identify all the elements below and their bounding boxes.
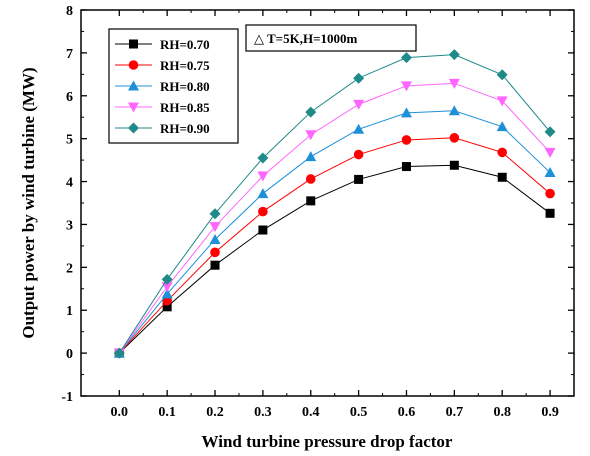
y-axis-ticks: -1 0 1 2 3 4 5 6 7 8 <box>61 4 574 405</box>
annotation-box <box>245 24 417 52</box>
data-point <box>161 273 173 285</box>
data-point <box>400 81 412 92</box>
legend-item: RH=0.85 <box>115 100 210 115</box>
data-point <box>448 105 460 116</box>
data-point <box>305 130 317 141</box>
x-axis-title: Wind turbine pressure drop factor <box>202 432 453 451</box>
legend-label: RH=0.80 <box>160 79 210 94</box>
data-point <box>257 171 269 182</box>
series-line <box>118 54 551 354</box>
series-RH=0.70 <box>114 160 555 358</box>
data-point <box>210 247 220 258</box>
data-point <box>161 288 173 299</box>
data-point <box>354 174 364 184</box>
x-tick-label: 0.0 <box>111 405 129 420</box>
data-point <box>305 151 317 162</box>
y-tick-label: 2 <box>66 261 73 276</box>
legend-marker <box>128 60 139 70</box>
y-tick-label: 0 <box>66 347 73 362</box>
legend: RH=0.70 RH=0.75 RH=0.80 RH=0.85 RH=0.90 <box>108 28 239 144</box>
data-point <box>544 126 556 138</box>
data-point <box>448 78 460 89</box>
series-line <box>118 82 551 354</box>
data-point <box>449 160 459 170</box>
data-point <box>544 147 556 158</box>
data-point <box>257 152 269 164</box>
legend-label: RH=0.85 <box>160 100 210 115</box>
data-point <box>400 52 412 64</box>
legend-item: RH=0.90 <box>115 121 210 136</box>
x-tick-label: 0.5 <box>350 405 368 420</box>
x-tick-label: 0.3 <box>254 405 272 420</box>
legend-item: RH=0.80 <box>115 79 210 94</box>
data-point <box>497 172 507 182</box>
series-line <box>118 110 551 354</box>
data-point <box>113 347 125 359</box>
x-tick-label: 0.1 <box>158 405 176 420</box>
data-point <box>449 133 460 143</box>
data-point <box>353 123 365 134</box>
data-point <box>305 106 317 118</box>
data-point <box>401 135 412 145</box>
legend-label: RH=0.90 <box>160 121 210 136</box>
data-point <box>210 260 220 270</box>
x-tick-label: 0.6 <box>398 405 416 420</box>
data-point <box>162 302 172 312</box>
legend-marker <box>128 80 139 91</box>
annotation-text: △ T=5K,H=1000m <box>254 31 357 46</box>
series-line <box>118 137 551 354</box>
y-tick-label: 5 <box>66 133 73 148</box>
data-point <box>209 208 221 220</box>
y-tick-label: 7 <box>66 47 73 62</box>
data-point <box>161 282 173 293</box>
data-point <box>496 69 508 81</box>
series-RH=0.90 <box>113 49 556 359</box>
y-tick-label: 3 <box>66 218 73 233</box>
data-point <box>209 222 221 233</box>
data-point <box>209 233 221 244</box>
legend-marker <box>128 102 139 113</box>
data-point <box>496 96 508 107</box>
data-point <box>545 188 555 199</box>
y-tick-label: 1 <box>66 304 73 319</box>
series-RH=0.75 <box>114 133 555 358</box>
data-point <box>258 206 268 217</box>
x-tick-label: 0.7 <box>446 405 464 420</box>
x-axis-ticks: 0.0 0.1 0.2 0.3 0.4 0.5 0.6 0.7 0.8 0.9 <box>111 10 575 420</box>
data-point <box>544 167 556 178</box>
data-point <box>353 99 365 110</box>
y-tick-label: -1 <box>61 390 73 405</box>
y-tick-label: 8 <box>66 4 73 19</box>
x-tick-label: 0.2 <box>206 405 224 420</box>
legend-label: RH=0.70 <box>160 37 210 52</box>
x-tick-label: 0.9 <box>541 405 559 420</box>
series-layer <box>113 49 556 359</box>
y-axis-title: Output power by wind turbine (MW) <box>19 67 38 338</box>
legend-label: RH=0.75 <box>160 58 210 73</box>
annotation: △ T=5K,H=1000m <box>245 24 417 52</box>
y-tick-label: 4 <box>66 176 73 191</box>
x-tick-label: 0.8 <box>493 405 511 420</box>
data-point <box>448 49 460 61</box>
data-point <box>497 147 508 158</box>
legend-marker <box>129 39 138 49</box>
data-point <box>353 149 364 160</box>
data-point <box>401 162 411 172</box>
data-point <box>258 225 268 235</box>
data-point <box>496 121 508 132</box>
legend-marker <box>128 122 139 134</box>
data-point <box>353 72 365 84</box>
legend-item: RH=0.70 <box>115 37 210 52</box>
data-point <box>306 196 316 206</box>
data-point <box>400 107 412 118</box>
series-line <box>118 164 551 354</box>
y-tick-label: 6 <box>66 90 73 105</box>
data-point <box>305 174 316 184</box>
data-point <box>257 188 269 199</box>
data-point <box>545 208 555 218</box>
legend-item: RH=0.75 <box>115 58 210 73</box>
x-tick-label: 0.4 <box>302 405 320 420</box>
